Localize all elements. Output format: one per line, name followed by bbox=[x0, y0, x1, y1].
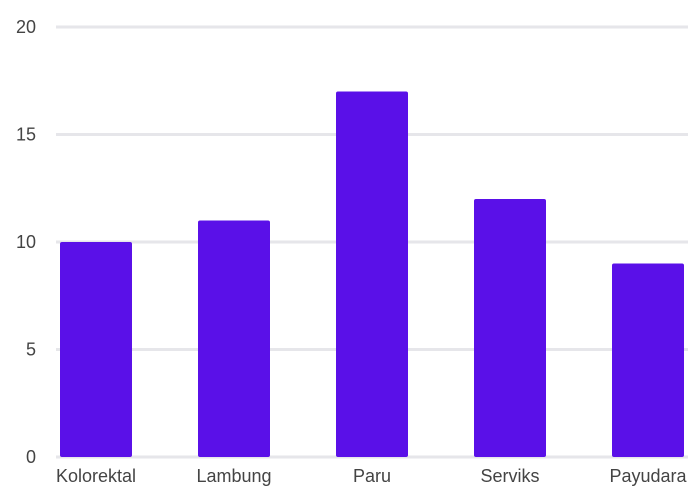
x-tick-label-lambung: Lambung bbox=[196, 466, 271, 486]
bar-kolorektal bbox=[60, 242, 132, 457]
x-tick-label-kolorektal: Kolorektal bbox=[56, 466, 136, 486]
bar-serviks bbox=[474, 199, 546, 457]
y-axis-ticks: 0 5 10 15 20 bbox=[16, 17, 36, 467]
x-axis-labels: Kolorektal Lambung Paru Serviks Payudara bbox=[56, 466, 688, 486]
x-tick-label-paru: Paru bbox=[353, 466, 391, 486]
bar-payudara bbox=[612, 263, 684, 457]
y-tick-label: 0 bbox=[26, 447, 36, 467]
bar-paru bbox=[336, 91, 408, 457]
x-tick-label-payudara: Payudara bbox=[609, 466, 687, 486]
bar-lambung bbox=[198, 220, 270, 457]
bars bbox=[60, 91, 684, 457]
y-tick-label: 20 bbox=[16, 17, 36, 37]
y-tick-label: 5 bbox=[26, 340, 36, 360]
y-tick-label: 15 bbox=[16, 125, 36, 145]
x-tick-label-serviks: Serviks bbox=[480, 466, 539, 486]
y-tick-label: 10 bbox=[16, 232, 36, 252]
